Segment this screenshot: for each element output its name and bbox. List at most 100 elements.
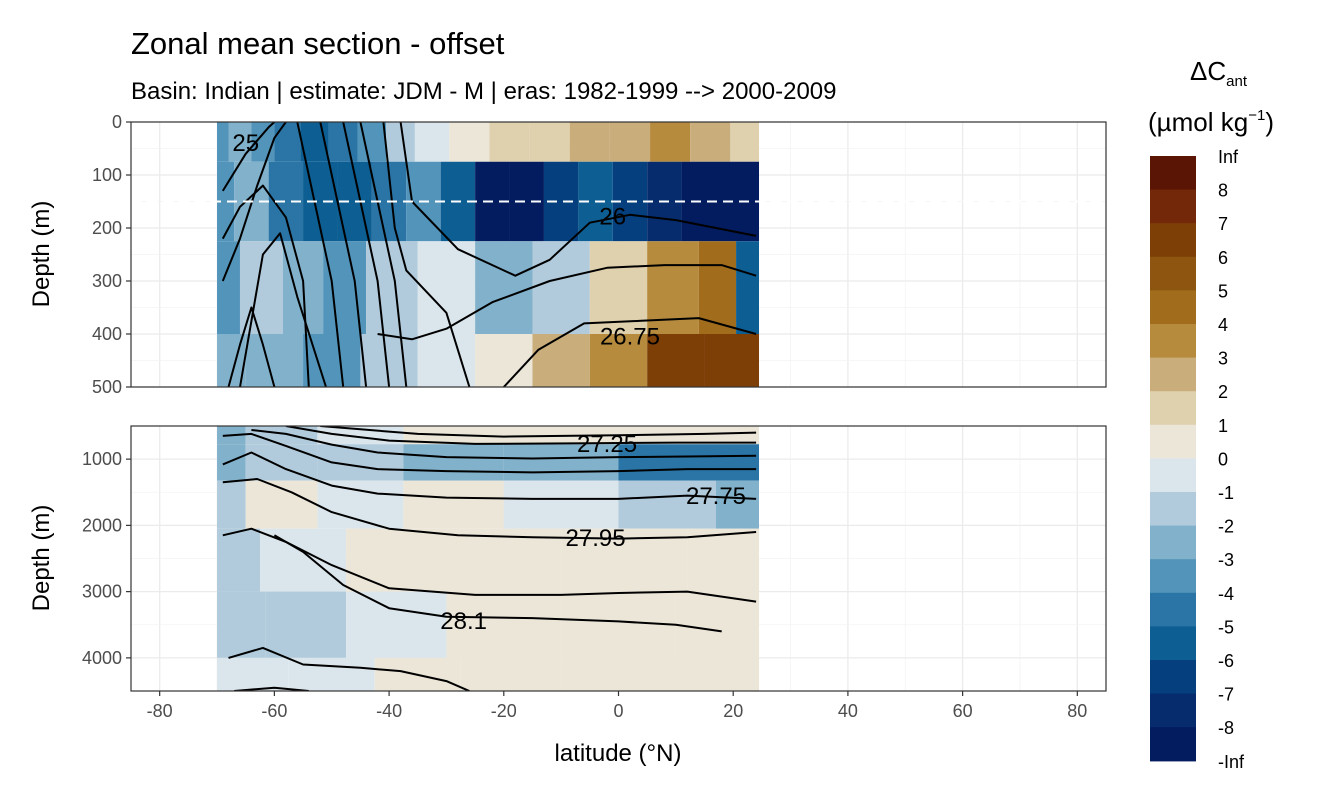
isopycnal-line bbox=[221, 122, 287, 282]
legend-swatch bbox=[1150, 357, 1196, 392]
y-axis-label-upper: Depth (m) bbox=[28, 201, 55, 308]
legend-bin-label: 2 bbox=[1218, 382, 1228, 402]
legend-bin-label: -4 bbox=[1218, 584, 1234, 604]
field-cell bbox=[239, 241, 283, 334]
y-axis-label-lower: Depth (m) bbox=[28, 505, 55, 612]
field-cell bbox=[716, 444, 760, 481]
field-cell bbox=[503, 480, 619, 529]
field-cell bbox=[366, 241, 418, 334]
isopycnal-line bbox=[377, 264, 757, 341]
legend-bin-label: -6 bbox=[1218, 651, 1234, 671]
legend-swatch bbox=[1150, 660, 1196, 695]
legend-swatch bbox=[1150, 324, 1196, 359]
field-cell bbox=[288, 657, 375, 691]
legend-unit-main: (µmol kg bbox=[1148, 107, 1248, 137]
y-tick-label: 1000 bbox=[82, 449, 122, 469]
isopycnal-line bbox=[239, 232, 327, 387]
isopycnal-line bbox=[222, 527, 757, 603]
legend-bin-label: -2 bbox=[1218, 517, 1234, 537]
field-cell bbox=[446, 591, 562, 658]
x-axis-label: latitude (°N) bbox=[555, 740, 682, 767]
isopycnal-line bbox=[382, 122, 471, 387]
field-cell bbox=[475, 334, 533, 387]
legend-swatch bbox=[1150, 458, 1196, 493]
y-tick-label: 400 bbox=[92, 324, 122, 344]
field-cell bbox=[449, 122, 490, 162]
field-cell bbox=[460, 657, 562, 691]
field-cell bbox=[650, 122, 691, 162]
legend-bin-label: -Inf bbox=[1218, 752, 1245, 772]
isopycnal-line bbox=[222, 478, 757, 540]
field-cell bbox=[403, 444, 504, 481]
legend-bin-label: -8 bbox=[1218, 718, 1234, 738]
field-cell bbox=[647, 334, 705, 387]
legend-swatch bbox=[1150, 391, 1196, 426]
panel-upper-isopycnals bbox=[221, 122, 757, 387]
panel-upper-y-axis: 0 100 200 300 400 500 bbox=[92, 112, 131, 397]
field-cell bbox=[618, 480, 716, 529]
legend-swatch bbox=[1150, 492, 1196, 527]
isopycnal-line bbox=[221, 184, 310, 387]
field-cell bbox=[217, 161, 235, 242]
isopycnal-line bbox=[228, 646, 470, 691]
isopycnal-label: 26.75 bbox=[600, 324, 660, 351]
field-cell bbox=[716, 426, 760, 445]
legend-bin-label: 1 bbox=[1218, 416, 1228, 436]
legend-bin-label: 0 bbox=[1218, 449, 1228, 469]
isopycnal-line bbox=[227, 306, 276, 387]
y-tick-label: 0 bbox=[112, 112, 122, 132]
field-cell bbox=[417, 241, 476, 334]
chart-subtitle: Basin: Indian | estimate: JDM - M | eras… bbox=[131, 78, 837, 105]
legend-labels: Inf 8 7 6 5 4 3 2 1 0 -1 -2 -3 -4 -5 -6 -7 -8 -Inf bbox=[1218, 147, 1245, 772]
x-tick-label: 0 bbox=[613, 701, 623, 721]
legend-bin-label: -1 bbox=[1218, 483, 1234, 503]
legend-swatch bbox=[1150, 693, 1196, 728]
field-cell bbox=[687, 528, 760, 592]
isopycnal-label: 28.1 bbox=[440, 608, 487, 635]
isopycnal-line bbox=[234, 686, 309, 691]
legend-swatch bbox=[1150, 727, 1196, 762]
isopycnal-label: 27.95 bbox=[566, 525, 626, 552]
isopycnal-line bbox=[222, 451, 757, 500]
field-cell bbox=[716, 480, 760, 529]
legend-bin-label: -5 bbox=[1218, 617, 1234, 637]
x-tick-label: -20 bbox=[491, 701, 517, 721]
field-cell bbox=[217, 528, 261, 592]
isopycnal-label: 25 bbox=[232, 130, 259, 157]
legend-swatch bbox=[1150, 592, 1196, 627]
field-cell bbox=[260, 528, 347, 592]
field-cell bbox=[503, 444, 619, 481]
field-cell bbox=[661, 657, 760, 691]
isopycnal-line bbox=[296, 122, 345, 387]
field-cell bbox=[618, 444, 716, 481]
panel-upper: 25 26 26.75 0 100 200 300 400 500 Depth (m) bbox=[28, 112, 1107, 397]
field-cell bbox=[704, 334, 760, 387]
isopycnal-label: 27.75 bbox=[686, 483, 746, 510]
legend-title: ΔCant bbox=[1190, 56, 1248, 90]
field-cell bbox=[217, 591, 266, 658]
field-cell bbox=[245, 334, 304, 387]
field-cell bbox=[589, 241, 648, 334]
isopycnal-label: 26 bbox=[599, 203, 626, 230]
legend-title-subscript: ant bbox=[1226, 73, 1248, 90]
panel-upper-isopycnal-labels: 25 26 26.75 bbox=[232, 130, 660, 350]
field-cell bbox=[489, 122, 530, 162]
isopycnal-label: 27.25 bbox=[577, 431, 637, 458]
field-cell bbox=[217, 444, 246, 481]
field-cell bbox=[245, 444, 318, 481]
isopycnal-line bbox=[359, 122, 408, 387]
isopycnal-line bbox=[273, 534, 722, 633]
y-tick-label: 100 bbox=[92, 165, 122, 185]
field-cell bbox=[265, 591, 347, 658]
legend: ΔCant (µmol kg−1) Inf 8 7 6 5 4 3 2 1 0 -1 -2 -3 -4 -5… bbox=[1148, 56, 1274, 772]
y-tick-label: 2000 bbox=[82, 515, 122, 535]
isopycnal-line bbox=[221, 122, 276, 192]
panel-lower-isopycnal-labels: 27.25 27.75 27.95 28.1 bbox=[440, 431, 746, 635]
legend-bin-label: 4 bbox=[1218, 315, 1228, 335]
field-cell bbox=[532, 241, 590, 334]
panel-lower: 27.25 27.75 27.95 28.1 1000 2000 3000 4000 Dep… bbox=[28, 425, 1107, 692]
y-tick-label: 300 bbox=[92, 271, 122, 291]
panel-lower-field bbox=[217, 426, 760, 691]
field-cell bbox=[730, 122, 760, 162]
